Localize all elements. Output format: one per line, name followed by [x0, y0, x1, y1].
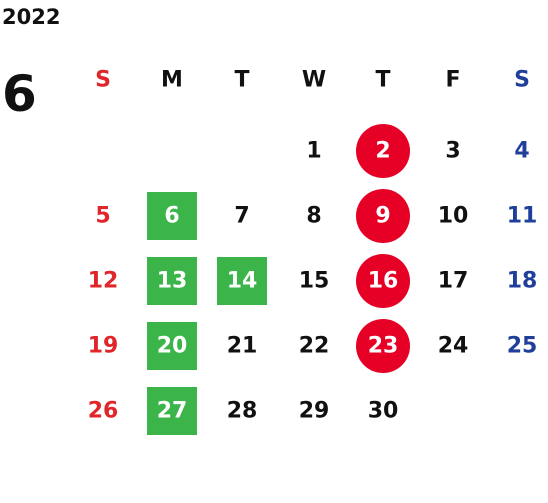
- day: 8: [306, 204, 321, 229]
- day: 21: [227, 334, 258, 359]
- day: 28: [227, 399, 258, 424]
- highlight-square: [147, 257, 197, 305]
- highlight-circle: [356, 189, 410, 243]
- weekday-label: S: [95, 68, 111, 93]
- day: 23: [368, 334, 399, 359]
- weekday-label: F: [445, 68, 460, 93]
- highlight-circle: [356, 319, 410, 373]
- day: 18: [507, 269, 538, 294]
- day: 1: [306, 139, 321, 164]
- day: 19: [88, 334, 119, 359]
- month: 6: [2, 65, 37, 123]
- day: 7: [234, 204, 249, 229]
- day: 29: [299, 399, 330, 424]
- weekday-label: W: [302, 68, 326, 93]
- day: 6: [164, 204, 179, 229]
- weekday-label: T: [234, 68, 249, 93]
- highlight-square: [217, 257, 267, 305]
- day: 5: [95, 204, 110, 229]
- day: 12: [88, 269, 119, 294]
- weekday-label: T: [375, 68, 390, 93]
- day: 9: [375, 204, 390, 229]
- day: 2: [375, 139, 390, 164]
- day: 14: [227, 269, 258, 294]
- day: 4: [514, 139, 529, 164]
- highlight-square: [147, 322, 197, 370]
- highlight-circle: [356, 254, 410, 308]
- day: 13: [157, 269, 188, 294]
- highlight-square: [147, 192, 197, 240]
- day: 22: [299, 334, 330, 359]
- highlight-circle: [356, 124, 410, 178]
- day: 15: [299, 269, 330, 294]
- highlight-square: [147, 387, 197, 435]
- weekday-label: S: [514, 68, 530, 93]
- day: 10: [438, 204, 469, 229]
- year: 2022: [2, 5, 60, 29]
- day: 20: [157, 334, 188, 359]
- day: 27: [157, 399, 188, 424]
- day: 3: [445, 139, 460, 164]
- day: 25: [507, 334, 538, 359]
- day: 17: [438, 269, 469, 294]
- day: 30: [368, 399, 399, 424]
- day: 26: [88, 399, 119, 424]
- day: 24: [438, 334, 469, 359]
- day: 16: [368, 269, 399, 294]
- day: 11: [507, 204, 538, 229]
- weekday-label: M: [161, 68, 183, 93]
